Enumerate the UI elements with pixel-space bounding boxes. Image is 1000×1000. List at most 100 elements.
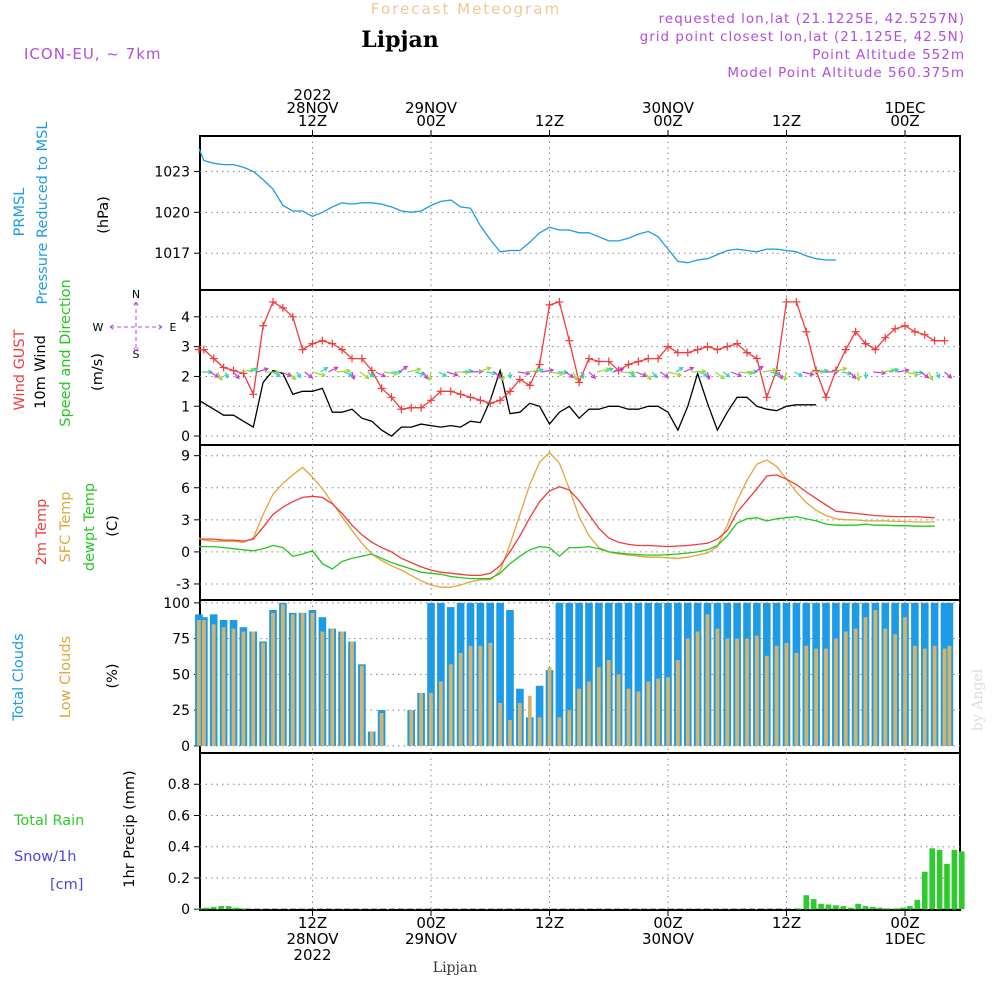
compass-rose (109, 301, 163, 352)
bottom-time-label: 12Z (535, 914, 564, 932)
wind-arrow (462, 368, 474, 374)
low-cloud-bar (448, 664, 453, 746)
wind-arrow (802, 371, 815, 377)
gust-point (585, 354, 593, 363)
gust-point (199, 345, 208, 354)
wind-arrow (564, 371, 575, 378)
low-cloud-bar (221, 627, 226, 746)
gust-point (397, 405, 406, 414)
total-cloud-bar (654, 602, 662, 746)
pressure-label-2: Pressure Reduced to MSL (35, 122, 51, 305)
total-cloud-bar (535, 685, 544, 746)
low-cloud-bar (211, 624, 216, 746)
low-cloud-bar (666, 677, 670, 746)
low-cloud-bar (705, 614, 710, 746)
gust-point (733, 339, 742, 348)
low-clouds-label: Low Clouds (58, 636, 74, 718)
gust-point (338, 345, 347, 354)
gust-point (545, 300, 554, 309)
rain-bar (870, 906, 876, 910)
gust-point (673, 348, 682, 357)
low-cloud-bar (468, 645, 473, 746)
gust-point (594, 357, 603, 366)
temp2m-label: 2m Temp (34, 499, 50, 566)
dewpt-line (198, 515, 935, 580)
wind-arrow (863, 371, 869, 380)
wind-arrow (928, 371, 934, 382)
rain-bar (218, 906, 224, 910)
wind-arrow (715, 371, 726, 380)
low-cloud-bar (478, 645, 483, 746)
sfc-temp-line (198, 451, 935, 588)
total-cloud-bar (634, 602, 643, 746)
low-cloud-bar (518, 703, 522, 746)
gust-point (476, 396, 485, 405)
pressure-label-1: PRMSL (12, 188, 28, 237)
top-title: Forecast Meteogram (371, 0, 561, 18)
gust-point (387, 393, 396, 402)
gust-point (654, 354, 663, 363)
gust-point (308, 339, 317, 348)
precip-ytick-label: 0.6 (168, 808, 190, 824)
bottom-time-label: 28NOV (286, 930, 339, 948)
gust-point (940, 336, 949, 345)
bottom-time-label: 29NOV (405, 930, 458, 948)
wind-arrow (691, 368, 707, 374)
wind-arrow (778, 371, 783, 380)
gust-point (219, 363, 228, 372)
wind-arrow (572, 371, 578, 382)
low-cloud-bar (271, 612, 275, 746)
bottom-time-label: 1DEC (884, 930, 925, 948)
rain-bar (225, 906, 232, 910)
low-cloud-bar (281, 604, 285, 746)
rain-bar (929, 848, 935, 910)
low-cloud-bar (547, 667, 552, 746)
wind-arrow (579, 371, 585, 379)
bottom-time-label: 30NOV (642, 930, 695, 948)
gust-point (427, 396, 435, 405)
gust-point (515, 375, 524, 384)
low-cloud-bar (656, 678, 660, 746)
rain-bar (914, 899, 921, 910)
wind-frame (199, 289, 961, 446)
pressure-unit: (hPa) (96, 196, 112, 233)
rain-bar (862, 906, 869, 910)
wind-arrow (944, 371, 953, 379)
low-cloud-bar (843, 631, 848, 746)
low-cloud-bar (498, 703, 502, 746)
gust-point (496, 396, 505, 405)
bottom-time-label: 00Z (416, 914, 445, 932)
gust-point (407, 403, 416, 412)
gust-point (446, 387, 455, 396)
wind-arrow (320, 367, 329, 373)
temperature-ytick-label: 9 (181, 449, 190, 465)
low-cloud-bar (824, 648, 828, 746)
rain-bar (210, 906, 217, 910)
snow-legend: Snow/1h (14, 849, 76, 865)
temperature-frame (199, 444, 961, 601)
rain-bar (959, 851, 965, 910)
low-cloud-bar (685, 638, 690, 746)
wind-arrow (754, 365, 764, 373)
low-cloud-bar (764, 655, 769, 746)
low-cloud-bar (597, 667, 601, 746)
gust-point (367, 366, 376, 375)
rain-bar (840, 906, 847, 910)
wind-arrow (920, 371, 930, 379)
top-time-label: 12Z (535, 112, 564, 130)
gust-point (910, 327, 919, 336)
top-time-label: 12Z (772, 112, 801, 130)
compass-s: S (133, 348, 140, 361)
gust-point (229, 366, 238, 375)
wind-arrow (770, 371, 781, 377)
low-cloud-bar (577, 688, 581, 746)
top-time-label: 28NOV (286, 99, 339, 117)
low-cloud-bar (893, 634, 897, 746)
total-cloud-bar (496, 602, 504, 746)
precip-ytick-label: 0.4 (168, 840, 190, 856)
gust-point (466, 393, 475, 402)
wind-arrow (604, 367, 615, 373)
wind-arrow (628, 371, 636, 378)
gust-point (456, 390, 465, 399)
temp-unit: (C) (105, 515, 121, 536)
